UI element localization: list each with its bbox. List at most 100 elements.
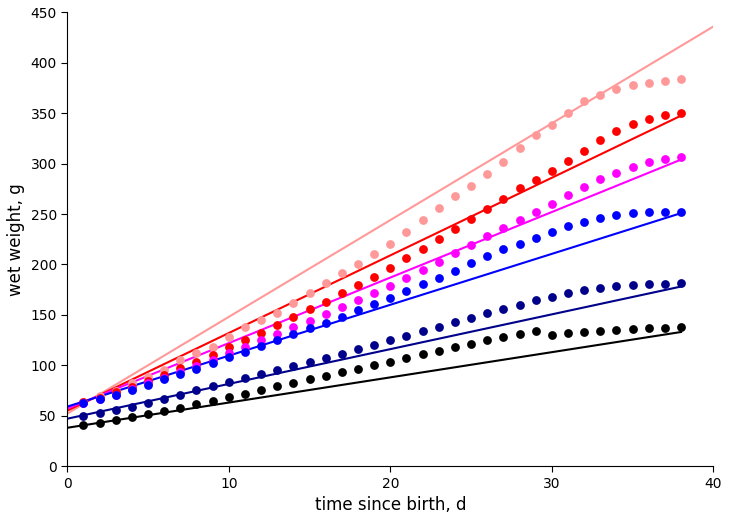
Point	[174, 370, 186, 379]
Point	[287, 299, 299, 307]
Point	[497, 305, 509, 313]
Point	[77, 398, 89, 406]
Point	[255, 316, 267, 324]
Point	[611, 326, 623, 334]
Point	[287, 323, 299, 331]
Point	[223, 343, 235, 351]
Point	[77, 399, 89, 407]
Point	[271, 308, 283, 317]
Point	[142, 399, 154, 407]
Point	[94, 418, 106, 427]
Point	[497, 245, 509, 254]
Point	[368, 289, 380, 297]
Point	[433, 274, 445, 282]
Point	[578, 218, 590, 226]
Point	[546, 228, 558, 237]
Point	[352, 306, 364, 314]
Point	[255, 342, 267, 350]
Point	[659, 324, 671, 332]
Point	[207, 359, 219, 367]
Point	[530, 234, 542, 242]
Point	[643, 208, 655, 216]
Point	[562, 289, 574, 297]
Point	[94, 394, 106, 403]
Point	[320, 297, 332, 306]
Point	[643, 115, 655, 123]
Point	[142, 373, 154, 381]
Point	[126, 402, 138, 411]
Point	[481, 252, 493, 260]
Point	[497, 224, 509, 232]
Point	[578, 183, 590, 191]
Point	[578, 328, 590, 336]
Point	[223, 349, 235, 357]
Point	[174, 368, 186, 377]
Point	[562, 329, 574, 337]
Point	[481, 232, 493, 240]
Point	[126, 383, 138, 392]
Point	[675, 109, 687, 117]
Point	[126, 413, 138, 421]
Point	[433, 323, 445, 331]
Point	[352, 295, 364, 304]
Point	[287, 313, 299, 321]
Point	[304, 305, 316, 313]
Point	[320, 354, 332, 363]
Point	[191, 358, 203, 366]
Point	[207, 343, 219, 351]
Point	[546, 121, 558, 130]
Point	[320, 372, 332, 380]
Point	[643, 79, 655, 87]
Point	[320, 278, 332, 287]
Point	[675, 278, 687, 287]
Point	[627, 209, 639, 217]
Point	[594, 91, 606, 100]
Point	[110, 387, 122, 395]
Point	[223, 392, 235, 401]
Point	[142, 379, 154, 388]
Point	[465, 215, 477, 224]
Point	[110, 388, 122, 396]
Point	[401, 332, 413, 340]
Point	[207, 351, 219, 359]
Point	[497, 195, 509, 203]
Point	[352, 260, 364, 269]
Point	[239, 374, 251, 382]
Point	[191, 365, 203, 374]
Point	[611, 211, 623, 219]
Point	[239, 343, 251, 351]
Point	[417, 216, 429, 224]
Point	[611, 127, 623, 135]
Point	[643, 157, 655, 166]
Point	[481, 169, 493, 178]
Point	[546, 167, 558, 175]
Point	[449, 225, 461, 233]
Point	[433, 235, 445, 243]
Point	[174, 356, 186, 364]
Point	[94, 393, 106, 402]
Point	[675, 153, 687, 161]
Point	[77, 420, 89, 429]
Point	[659, 77, 671, 85]
Point	[158, 374, 170, 382]
Point	[336, 350, 348, 358]
Point	[304, 324, 316, 332]
Point	[546, 293, 558, 301]
Point	[207, 356, 219, 364]
Point	[546, 331, 558, 339]
Point	[94, 391, 106, 400]
Point	[384, 358, 396, 366]
Point	[659, 154, 671, 163]
Point	[320, 319, 332, 327]
Point	[336, 289, 348, 297]
Point	[368, 361, 380, 369]
Point	[255, 386, 267, 394]
Point	[110, 416, 122, 424]
Point	[611, 281, 623, 290]
Point	[578, 286, 590, 294]
Point	[401, 228, 413, 237]
Point	[255, 329, 267, 337]
Point	[401, 287, 413, 295]
Point	[514, 240, 526, 249]
Point	[368, 250, 380, 258]
